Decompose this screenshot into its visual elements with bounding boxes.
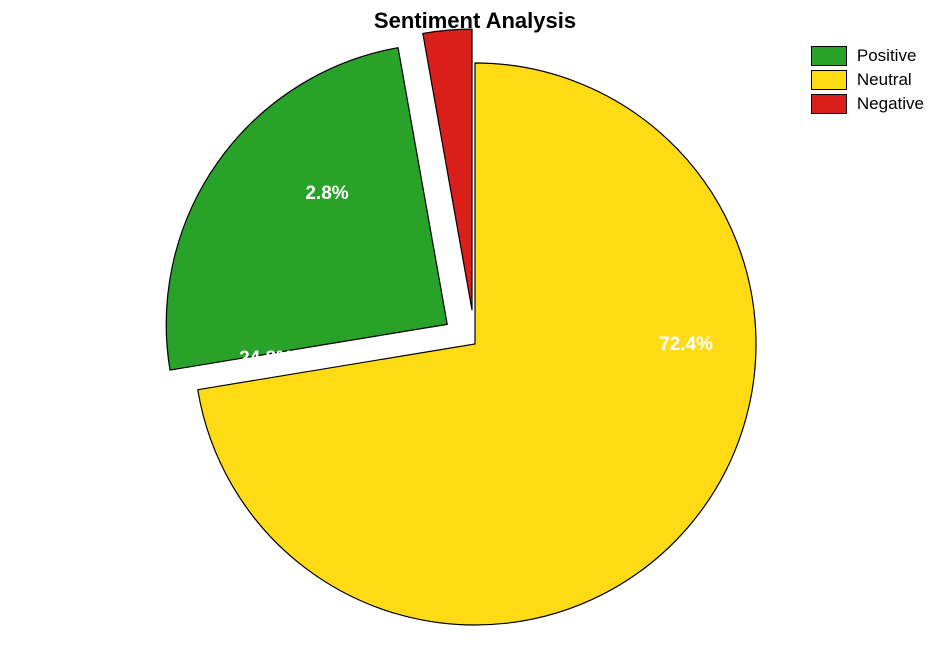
slice-label-neutral: 72.4% xyxy=(659,334,713,356)
pie-chart-svg xyxy=(0,0,950,662)
legend-swatch-neutral xyxy=(811,70,847,90)
legend: Positive Neutral Negative xyxy=(811,46,924,118)
pie-slice-positive xyxy=(166,48,447,370)
legend-swatch-positive xyxy=(811,46,847,66)
legend-item-positive: Positive xyxy=(811,46,924,66)
legend-label-negative: Negative xyxy=(857,94,924,114)
legend-item-negative: Negative xyxy=(811,94,924,114)
chart-container: Sentiment Analysis 72.4%24.8%2.8% Positi… xyxy=(0,0,950,662)
legend-item-neutral: Neutral xyxy=(811,70,924,90)
legend-label-neutral: Neutral xyxy=(857,70,912,90)
legend-label-positive: Positive xyxy=(857,46,917,66)
slice-label-positive: 24.8% xyxy=(239,348,293,370)
slice-label-negative: 2.8% xyxy=(305,183,348,205)
legend-swatch-negative xyxy=(811,94,847,114)
